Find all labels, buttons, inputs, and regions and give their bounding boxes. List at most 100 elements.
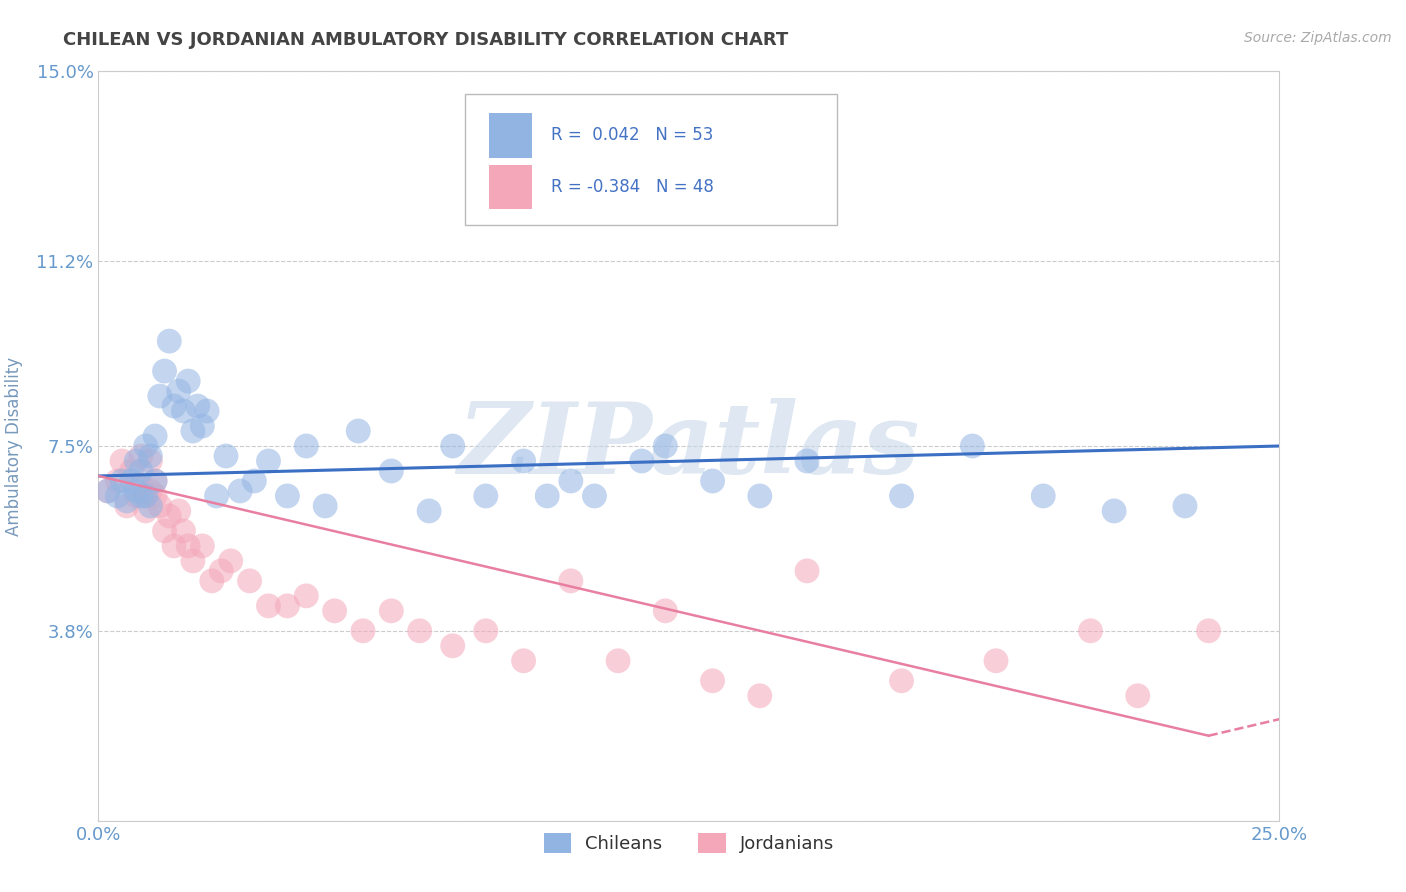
Point (129, 479, 152, 493)
Text: CHILEAN VS JORDANIAN AMBULATORY DISABILITY CORRELATION CHART: CHILEAN VS JORDANIAN AMBULATORY DISABILI… (63, 31, 789, 49)
Point (205, 489, 228, 503)
Point (475, 624, 498, 638)
Point (105, 489, 128, 503)
Point (512, 654, 534, 668)
Text: Source: ZipAtlas.com: Source: ZipAtlas.com (1244, 31, 1392, 45)
Point (890, 673, 912, 688)
Point (139, 449, 162, 463)
Point (153, 524, 176, 538)
Point (129, 449, 152, 463)
Point (702, 474, 724, 488)
Point (475, 489, 498, 503)
Point (380, 464, 402, 478)
Point (167, 504, 190, 518)
Point (172, 524, 194, 538)
Text: R = -0.384   N = 48: R = -0.384 N = 48 (551, 178, 714, 196)
Text: R =  0.042   N = 53: R = 0.042 N = 53 (551, 127, 713, 145)
Point (111, 454, 134, 468)
Point (243, 474, 266, 488)
Point (295, 439, 318, 453)
Point (181, 424, 204, 438)
Point (135, 489, 157, 503)
Point (1126, 689, 1149, 703)
Point (748, 489, 770, 503)
Point (209, 564, 232, 578)
FancyBboxPatch shape (489, 113, 531, 158)
Point (607, 654, 630, 668)
Point (352, 624, 374, 638)
Point (135, 489, 157, 503)
Point (1174, 499, 1197, 513)
Point (125, 454, 148, 468)
Point (125, 483, 148, 498)
Point (654, 439, 676, 453)
Point (560, 474, 582, 488)
Point (139, 454, 162, 468)
Point (143, 474, 166, 488)
Point (380, 604, 402, 618)
Point (257, 599, 280, 613)
Point (441, 639, 464, 653)
Point (583, 489, 606, 503)
Point (201, 574, 224, 588)
Point (702, 673, 724, 688)
Point (167, 384, 190, 398)
Point (796, 564, 818, 578)
Point (177, 539, 200, 553)
Point (143, 474, 166, 488)
Point (536, 489, 558, 503)
Point (984, 654, 1007, 668)
Point (149, 389, 172, 403)
Point (630, 454, 652, 468)
Point (135, 439, 157, 453)
Point (962, 439, 984, 453)
Y-axis label: Ambulatory Disability: Ambulatory Disability (4, 357, 22, 535)
Point (129, 464, 152, 478)
FancyBboxPatch shape (489, 165, 531, 210)
Point (135, 504, 157, 518)
Point (229, 483, 252, 498)
Point (215, 449, 238, 463)
Text: ZIPatlas: ZIPatlas (458, 398, 920, 494)
Point (890, 489, 912, 503)
Point (139, 499, 162, 513)
Point (163, 539, 186, 553)
Point (111, 474, 134, 488)
Point (418, 504, 440, 518)
Point (1102, 504, 1125, 518)
Point (1032, 489, 1054, 503)
Point (408, 624, 430, 638)
Point (323, 604, 346, 618)
Point (654, 604, 676, 618)
Point (796, 454, 818, 468)
Point (1198, 624, 1220, 638)
Point (191, 539, 214, 553)
Point (1080, 624, 1102, 638)
Point (239, 574, 262, 588)
Point (560, 574, 582, 588)
Point (157, 508, 180, 523)
Point (157, 334, 180, 348)
Point (163, 399, 186, 413)
Point (97, 483, 120, 498)
Point (195, 404, 218, 418)
Point (295, 589, 318, 603)
Point (177, 374, 200, 388)
FancyBboxPatch shape (464, 94, 837, 225)
Point (219, 554, 242, 568)
Point (115, 494, 138, 508)
Point (105, 474, 128, 488)
Point (97, 483, 120, 498)
Point (129, 489, 152, 503)
Point (139, 483, 162, 498)
Point (143, 489, 166, 503)
Point (441, 439, 464, 453)
Point (121, 474, 143, 488)
Point (143, 429, 166, 443)
Point (125, 489, 148, 503)
Point (748, 689, 770, 703)
Point (276, 599, 298, 613)
Point (314, 499, 336, 513)
Point (153, 364, 176, 378)
Point (172, 404, 194, 418)
